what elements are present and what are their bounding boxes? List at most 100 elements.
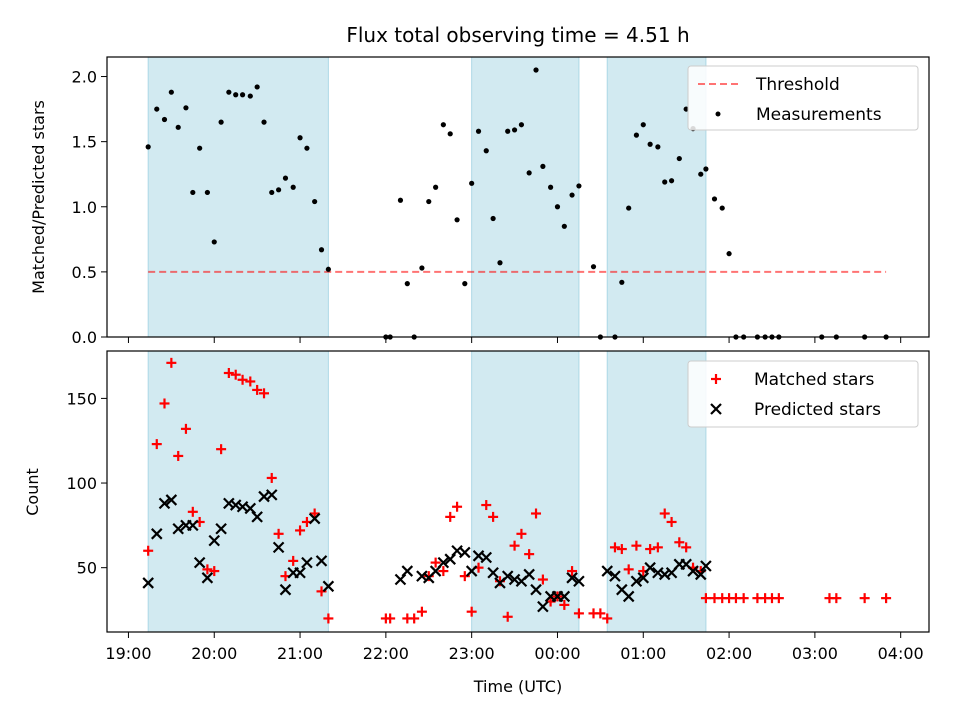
predicted-stars-point — [150, 528, 163, 540]
count-panel: 50 100 150 19:00 20:00 21:00 22:00 23:00 00:00 01… — [23, 350, 930, 696]
measurements-point — [469, 180, 475, 186]
matched-stars-point — [385, 613, 396, 624]
measurements-point — [290, 184, 296, 190]
count-panel-xlabel: Time (UTC) — [473, 677, 562, 696]
matched-stars-point — [180, 423, 191, 434]
predicted-stars-point — [401, 565, 414, 577]
matched-stars-point — [652, 542, 663, 553]
measurements-point — [269, 189, 275, 196]
matched-stars-point — [488, 511, 499, 522]
measurements-point — [668, 178, 675, 184]
predicted-stars-point — [437, 556, 450, 569]
predicted-stars-point — [172, 522, 184, 535]
predicted-stars-point — [244, 502, 257, 515]
matched-stars-point — [681, 542, 692, 553]
measurements-point — [619, 279, 625, 285]
xtick-label: 03:00 — [792, 644, 838, 663]
predicted-stars-point — [294, 566, 306, 579]
xtick-label: 23:00 — [449, 644, 495, 663]
predicted-stars-point — [265, 489, 278, 501]
matched-stars-point — [700, 593, 711, 604]
predicted-stars-point — [165, 494, 178, 506]
ytick-label: 50 — [77, 559, 97, 578]
measurements-point — [505, 128, 511, 134]
matched-stars-point — [616, 544, 627, 555]
measurements-point — [239, 92, 246, 98]
predicted-stars-point — [142, 577, 154, 589]
matched-stars-point — [166, 357, 177, 368]
matched-stars-point — [773, 593, 784, 604]
ratio-legend-box — [687, 65, 919, 131]
measurements-point — [676, 155, 682, 162]
measurements-point — [662, 179, 668, 185]
measurements-point — [561, 223, 567, 229]
shaded-interval-1 — [471, 350, 580, 633]
predicted-stars-point — [537, 600, 549, 613]
matched-stars-point — [273, 528, 284, 539]
count-panel-ylabel: Count — [23, 468, 42, 516]
predicted-stars-point — [601, 565, 614, 577]
predicted-stars-point — [201, 572, 214, 584]
xtick-label: 20:00 — [191, 644, 237, 663]
matched-stars-point — [252, 384, 263, 395]
shaded-interval-0 — [147, 350, 329, 633]
matched-stars-point — [509, 540, 520, 551]
measurements-point — [483, 148, 489, 154]
matched-stars-point — [609, 542, 620, 553]
shaded-interval-1 — [471, 56, 580, 338]
measurements-point — [304, 145, 310, 151]
xtick-label: 22:00 — [363, 644, 409, 663]
measurements-point — [711, 196, 718, 202]
matched-stars-point — [516, 528, 527, 539]
matched-stars-point — [567, 566, 578, 577]
count-legend: Matched stars Predicted stars — [687, 360, 919, 428]
predicted-stars-point — [308, 512, 321, 525]
measurements-point — [655, 144, 661, 150]
matched-stars-point — [831, 593, 842, 604]
matched-stars-point — [645, 544, 656, 555]
ytick-label: 1.5 — [72, 133, 97, 152]
ytick-label: 0.0 — [72, 328, 97, 347]
ytick-label: 1.0 — [72, 198, 97, 217]
measurements-point — [297, 135, 303, 141]
shaded-interval-0 — [147, 56, 329, 338]
matched-stars-point — [409, 613, 420, 624]
ratio-legend: Threshold Measurements — [687, 65, 919, 131]
measurements-point — [633, 132, 640, 138]
count-legend-box — [687, 360, 919, 428]
matched-stars-point — [502, 611, 513, 622]
matched-stars-point — [209, 566, 220, 577]
ytick-label: 150 — [66, 389, 97, 408]
predicted-stars-point — [279, 583, 292, 596]
ytick-label: 100 — [66, 474, 97, 493]
count-panel-frame — [106, 350, 930, 633]
matched-stars-point — [659, 508, 670, 519]
predicted-stars-point — [566, 572, 578, 584]
predicted-stars-point — [573, 575, 585, 587]
measurements-point — [518, 122, 525, 128]
measurements-point — [626, 205, 632, 211]
matched-stars-point — [266, 472, 277, 483]
matched-stars-point — [524, 549, 535, 560]
predicted-stars-point — [637, 572, 650, 584]
predicted-stars-point — [394, 573, 407, 586]
matched-stars-point — [230, 369, 241, 380]
measurements-point — [197, 145, 203, 151]
measurements-point — [447, 131, 453, 137]
matched-stars-point — [438, 566, 449, 577]
predicted-stars-point — [158, 497, 171, 510]
measurements-point — [726, 251, 732, 257]
measurements-point — [554, 204, 561, 210]
measurements-point — [168, 89, 174, 95]
measurements-point — [233, 92, 239, 98]
matched-stars-point — [452, 501, 463, 512]
ratio-panel-ylabel: Matched/Predicted stars — [29, 100, 48, 294]
measurements-point — [533, 67, 539, 73]
measurements-point — [276, 187, 282, 193]
xtick-label: 01:00 — [620, 644, 666, 663]
measurements-point — [397, 197, 404, 203]
matched-stars-point — [595, 608, 606, 619]
measurements-point — [183, 105, 189, 111]
measurements-point — [419, 265, 425, 271]
